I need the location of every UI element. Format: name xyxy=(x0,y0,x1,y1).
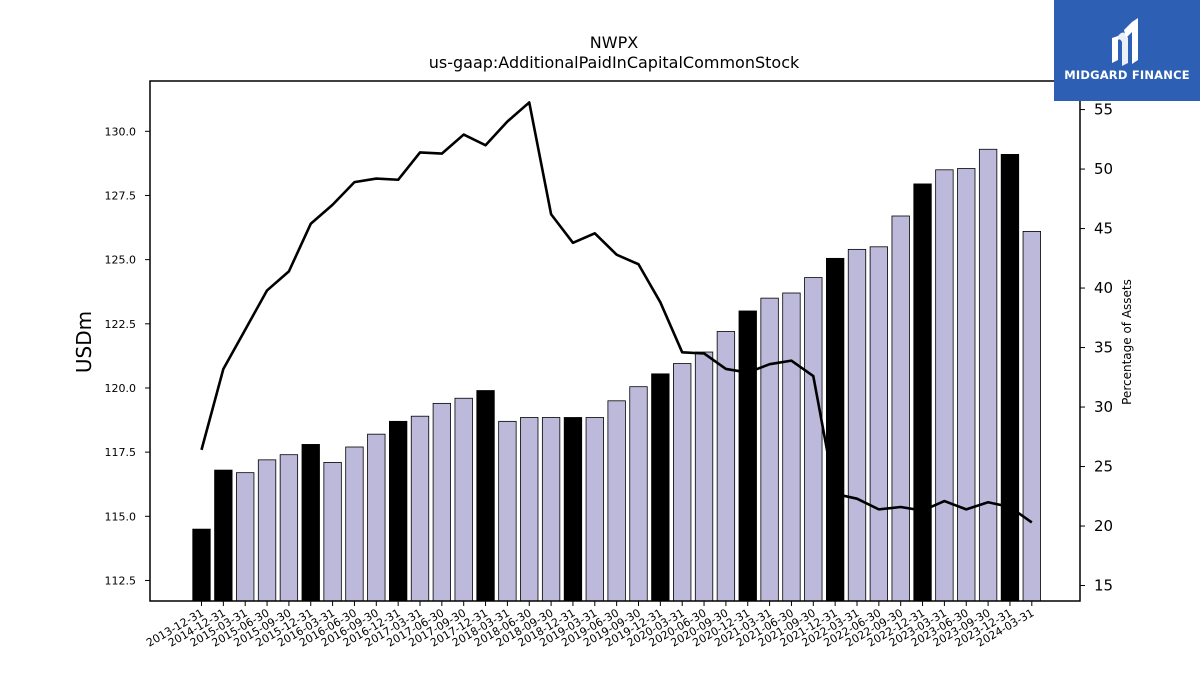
logo-mark-icon xyxy=(1112,18,1138,66)
percentage-line xyxy=(200,101,1033,524)
bar xyxy=(1022,230,1041,602)
bar xyxy=(738,310,757,602)
chart-title: NWPX xyxy=(590,33,638,52)
bar xyxy=(279,454,299,602)
bar xyxy=(214,469,233,602)
plot-frame xyxy=(149,80,1081,602)
y2-tick-label: 15 xyxy=(1094,577,1113,595)
x-axis: 2013-12-312014-12-312015-03-312015-06-30… xyxy=(144,601,1036,650)
bar xyxy=(301,444,320,602)
y-tick-label: 120.0 xyxy=(105,382,137,395)
bar xyxy=(323,461,342,602)
y2-tick-label: 55 xyxy=(1094,101,1113,119)
y2-tick-label: 40 xyxy=(1094,279,1113,297)
y-tick-label: 130.0 xyxy=(105,125,137,138)
brand-logo: MIDGARD FINANCE xyxy=(1054,0,1200,101)
bar xyxy=(520,417,539,602)
bar xyxy=(629,386,648,602)
y2-tick-label: 25 xyxy=(1094,458,1113,476)
bar xyxy=(869,246,888,602)
logo-text: MIDGARD FINANCE xyxy=(1064,68,1190,82)
bar xyxy=(476,390,495,602)
bar xyxy=(563,417,583,602)
bar xyxy=(760,297,779,602)
bar xyxy=(782,292,801,602)
y2-axis-label: Percentage of Assets xyxy=(1120,279,1134,405)
bar xyxy=(585,417,604,602)
percentage-line-group xyxy=(200,101,1033,524)
y2-tick-label: 35 xyxy=(1094,339,1113,357)
y-tick-label: 112.5 xyxy=(105,574,137,587)
bar xyxy=(367,433,386,602)
bars xyxy=(192,148,1041,602)
bar xyxy=(716,331,736,602)
bar xyxy=(673,363,692,602)
bar xyxy=(388,420,408,602)
bar xyxy=(192,528,211,602)
y2-tick-label: 20 xyxy=(1094,517,1113,535)
y-axis-right: 15 20 25 30 35 40 45 50 55 xyxy=(1080,101,1113,595)
y-axis-left: 112.5 115.0 117.5 120.0 122.5 125.0 127.5 130.0 xyxy=(105,125,150,587)
y-tick-label: 122.5 xyxy=(105,318,137,331)
bar xyxy=(541,417,561,602)
bar xyxy=(891,215,910,602)
bar xyxy=(978,148,998,602)
bar xyxy=(826,257,845,602)
y2-tick-label: 45 xyxy=(1094,220,1113,238)
bar xyxy=(410,415,430,602)
y2-tick-label: 30 xyxy=(1094,398,1113,416)
bar xyxy=(935,169,954,602)
bar xyxy=(957,168,976,602)
bar xyxy=(454,397,473,602)
bar xyxy=(694,351,714,602)
bar xyxy=(847,248,867,602)
bar xyxy=(1000,154,1020,602)
y-tick-label: 125.0 xyxy=(105,254,137,267)
y-axis-label: USDm xyxy=(72,311,96,373)
bar xyxy=(607,400,626,602)
y2-tick-label: 50 xyxy=(1094,160,1113,178)
y-tick-label: 117.5 xyxy=(105,446,137,459)
bar xyxy=(804,277,823,602)
bar xyxy=(651,373,670,602)
bar xyxy=(257,459,277,602)
bar xyxy=(236,472,255,602)
y-tick-label: 115.0 xyxy=(105,510,137,523)
bar xyxy=(498,420,517,602)
bar xyxy=(345,446,364,602)
y-tick-label: 127.5 xyxy=(105,189,137,202)
chart-subtitle: us-gaap:AdditionalPaidInCapitalCommonSto… xyxy=(429,53,800,72)
bar xyxy=(432,402,452,602)
bar xyxy=(913,183,932,602)
